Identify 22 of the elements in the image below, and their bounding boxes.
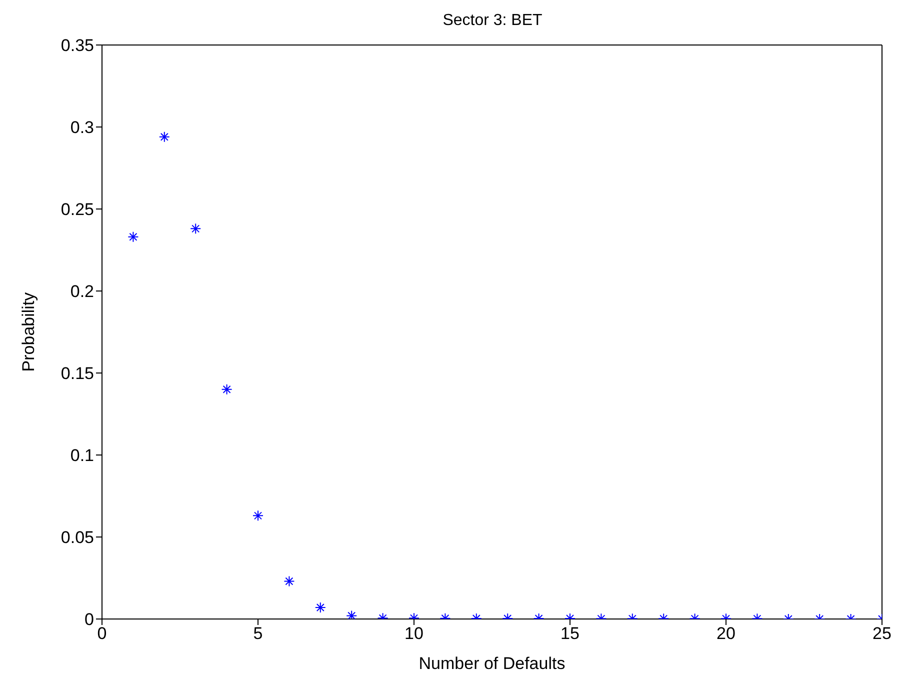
- x-tick-label: 5: [253, 624, 263, 644]
- x-tick-label: 10: [404, 624, 424, 644]
- point: [158, 131, 170, 142]
- y-axis-title: Probability: [19, 292, 38, 372]
- y-tick-label: 0.15: [60, 364, 94, 384]
- point: [221, 384, 232, 395]
- y-tick-label: 0.05: [60, 528, 94, 548]
- x-tick-label: 15: [560, 624, 580, 644]
- y-tick-label: 0.1: [70, 446, 94, 466]
- point: [128, 231, 139, 242]
- chart-title: Sector 3: BET: [442, 12, 544, 30]
- y-tick-label: 0.25: [60, 200, 94, 220]
- y-tick-label: 0: [84, 610, 94, 630]
- x-axis-title: Number of Defaults: [418, 654, 566, 673]
- y-tick-label: 0.35: [60, 36, 94, 56]
- point: [190, 223, 202, 234]
- x-tick-label: 20: [716, 624, 736, 644]
- point: [346, 610, 358, 619]
- x-tick-label: 0: [97, 624, 107, 644]
- y-tick-label: 0.3: [70, 118, 94, 138]
- x-tick-label: 25: [872, 624, 892, 644]
- y-tick-label: 0.2: [70, 282, 94, 302]
